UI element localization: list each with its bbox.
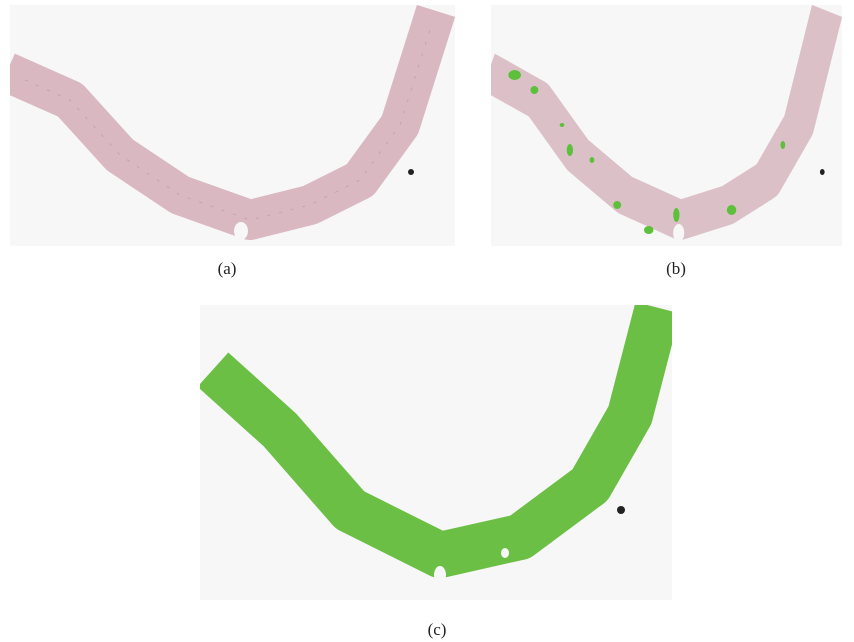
panel-b-image bbox=[491, 5, 842, 246]
panel-c-image bbox=[200, 305, 672, 600]
panel-label: (c) bbox=[427, 620, 447, 639]
panel-label: (b) bbox=[666, 259, 686, 278]
panel-a-image bbox=[10, 5, 455, 246]
panel-label: (a) bbox=[217, 259, 237, 278]
